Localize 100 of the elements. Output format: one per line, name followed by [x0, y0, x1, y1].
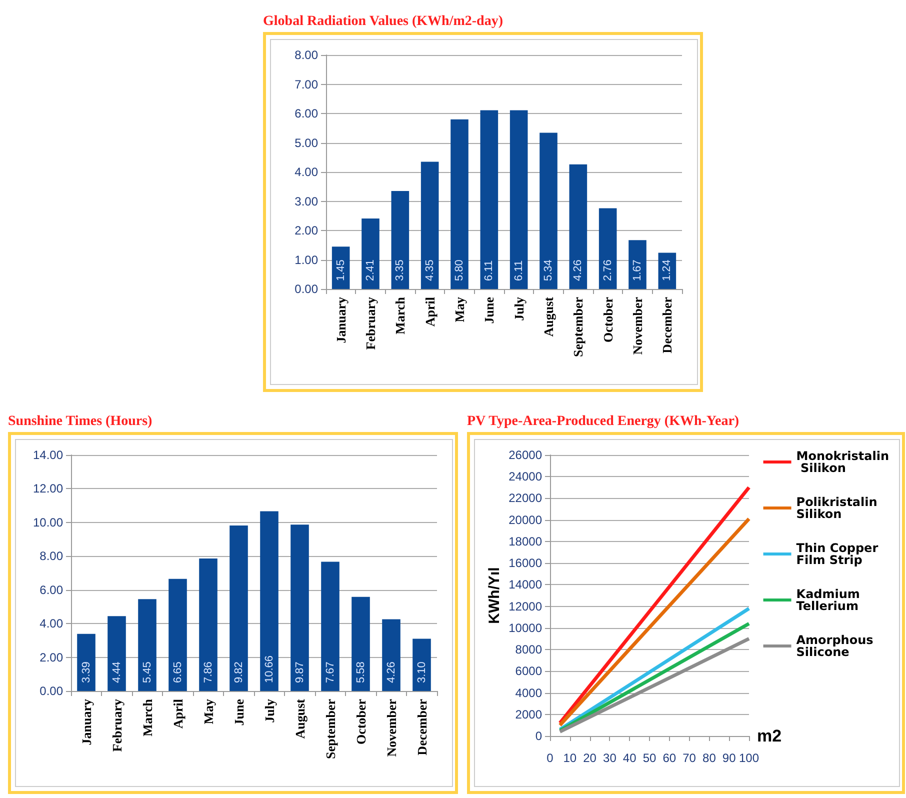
x-tick-label: October	[600, 296, 616, 342]
x-tick-label: February	[109, 698, 124, 752]
y-tick-label: 6.00	[40, 582, 64, 597]
chart-title: PV Type-Area-Produced Energy (KWh-Year)	[467, 413, 740, 431]
chart-title: Sunshine Times (Hours)	[8, 413, 154, 431]
x-tick-label: November	[630, 296, 645, 355]
x-tick-label: October	[353, 698, 368, 744]
bar	[628, 240, 646, 289]
x-tick-label: July	[511, 296, 526, 321]
y-tick-label: 12000	[508, 599, 542, 614]
y-tick-label: 10000	[508, 620, 542, 635]
data-label: 2.41	[364, 260, 376, 281]
bar	[199, 558, 218, 691]
y-tick-label: 20000	[508, 512, 542, 527]
data-label: 4.44	[110, 662, 123, 683]
chart-title: Global Radiation Values (KWh/m2-day)	[263, 13, 504, 31]
x-tick-label: December	[414, 698, 430, 756]
x-tick-label: 80	[702, 751, 716, 765]
data-label: 4.35	[424, 260, 436, 281]
bar	[168, 578, 187, 691]
x-tick-label: June	[482, 296, 497, 324]
y-tick-label: 1.00	[294, 252, 318, 267]
x-tick-label: November	[384, 698, 399, 757]
x-tick-label: 10	[563, 751, 577, 765]
bar	[569, 164, 588, 289]
data-label: 2.76	[602, 260, 614, 281]
y-tick-label: 14000	[508, 578, 542, 592]
x-tick-label: January	[78, 698, 94, 746]
bar	[412, 638, 431, 691]
bar	[138, 599, 156, 691]
y-tick-label: 6000	[515, 664, 542, 678]
legend-label: Polikristalin Silikon	[796, 495, 882, 521]
x-tick-label: 20	[583, 751, 597, 765]
legend-label: Amorphous Silicone	[796, 633, 878, 659]
y-tick-label: 18000	[508, 534, 542, 548]
x-tick-label: 90	[722, 751, 736, 765]
x-tick-label: 30	[603, 751, 617, 765]
x-tick-label: 0	[546, 751, 554, 765]
x-tick-label: 60	[662, 751, 676, 765]
bar	[382, 619, 400, 691]
y-tick-label: 0.00	[294, 282, 318, 296]
data-label: 3.39	[80, 662, 92, 683]
y-tick-label: 4.00	[294, 165, 318, 179]
y-axis-title: KWh/Yıl	[486, 567, 503, 624]
bar	[480, 110, 498, 289]
y-tick-label: 0.00	[40, 684, 64, 698]
y-tick-label: 3.00	[294, 194, 318, 208]
data-label: 6.11	[512, 260, 525, 281]
y-tick-label: 8.00	[294, 48, 318, 62]
x-tick-label: 70	[682, 751, 696, 765]
data-label: 5.58	[354, 662, 367, 683]
bar	[290, 524, 309, 691]
x-tick-label: December	[660, 296, 675, 354]
y-tick-label: 12.00	[32, 482, 64, 496]
bar	[108, 616, 126, 691]
y-tick-label: 14.00	[32, 448, 64, 462]
bar	[260, 511, 278, 691]
x-tick-label: February	[363, 296, 378, 350]
x-tick-label: May	[452, 296, 467, 322]
x-tick-label: March	[392, 296, 408, 334]
data-label: 9.87	[294, 662, 306, 683]
bar	[77, 634, 96, 691]
y-tick-label: 2.00	[294, 224, 318, 238]
data-label: 9.82	[232, 662, 245, 683]
data-label: 7.86	[202, 662, 214, 683]
bar	[598, 208, 617, 289]
y-tick-label: 8.00	[40, 549, 64, 564]
y-tick-label: 4.00	[40, 616, 64, 631]
bar	[352, 596, 370, 691]
data-label: 1.24	[661, 260, 674, 281]
data-label: 3.35	[394, 260, 406, 281]
bar	[321, 562, 340, 691]
x-tick-label: July	[262, 698, 277, 723]
data-label: 4.26	[385, 662, 398, 683]
legend-label: Monokristalin Silikon	[796, 449, 890, 475]
x-tick-label: August	[541, 296, 556, 337]
x-tick-label: September	[322, 698, 338, 759]
x-tick-label: 100	[738, 751, 760, 765]
y-tick-label: 16000	[508, 556, 542, 570]
x-tick-label: 40	[622, 751, 637, 765]
data-label: 1.45	[334, 260, 347, 281]
legend-label: Kadmium Tellerium	[796, 587, 864, 613]
y-tick-label: 22000	[508, 491, 542, 506]
bar	[391, 191, 410, 289]
y-tick-label: 10.00	[32, 515, 64, 530]
x-tick-label: June	[231, 698, 246, 726]
x-tick-label: 50	[642, 751, 656, 765]
data-label: 6.65	[172, 662, 184, 683]
x-tick-label: May	[200, 698, 216, 724]
y-tick-label: 2.00	[40, 650, 64, 664]
y-tick-label: 8000	[515, 642, 542, 657]
bar	[540, 132, 558, 289]
x-tick-label: April	[422, 296, 438, 327]
bar	[450, 119, 468, 289]
legend-label: Thin Copper Film Strip	[796, 541, 882, 567]
y-tick-label: 26000	[508, 448, 542, 462]
x-tick-label: March	[140, 698, 155, 736]
bar	[230, 525, 248, 691]
y-tick-label: 24000	[508, 470, 542, 484]
data-label: 5.80	[454, 260, 466, 281]
